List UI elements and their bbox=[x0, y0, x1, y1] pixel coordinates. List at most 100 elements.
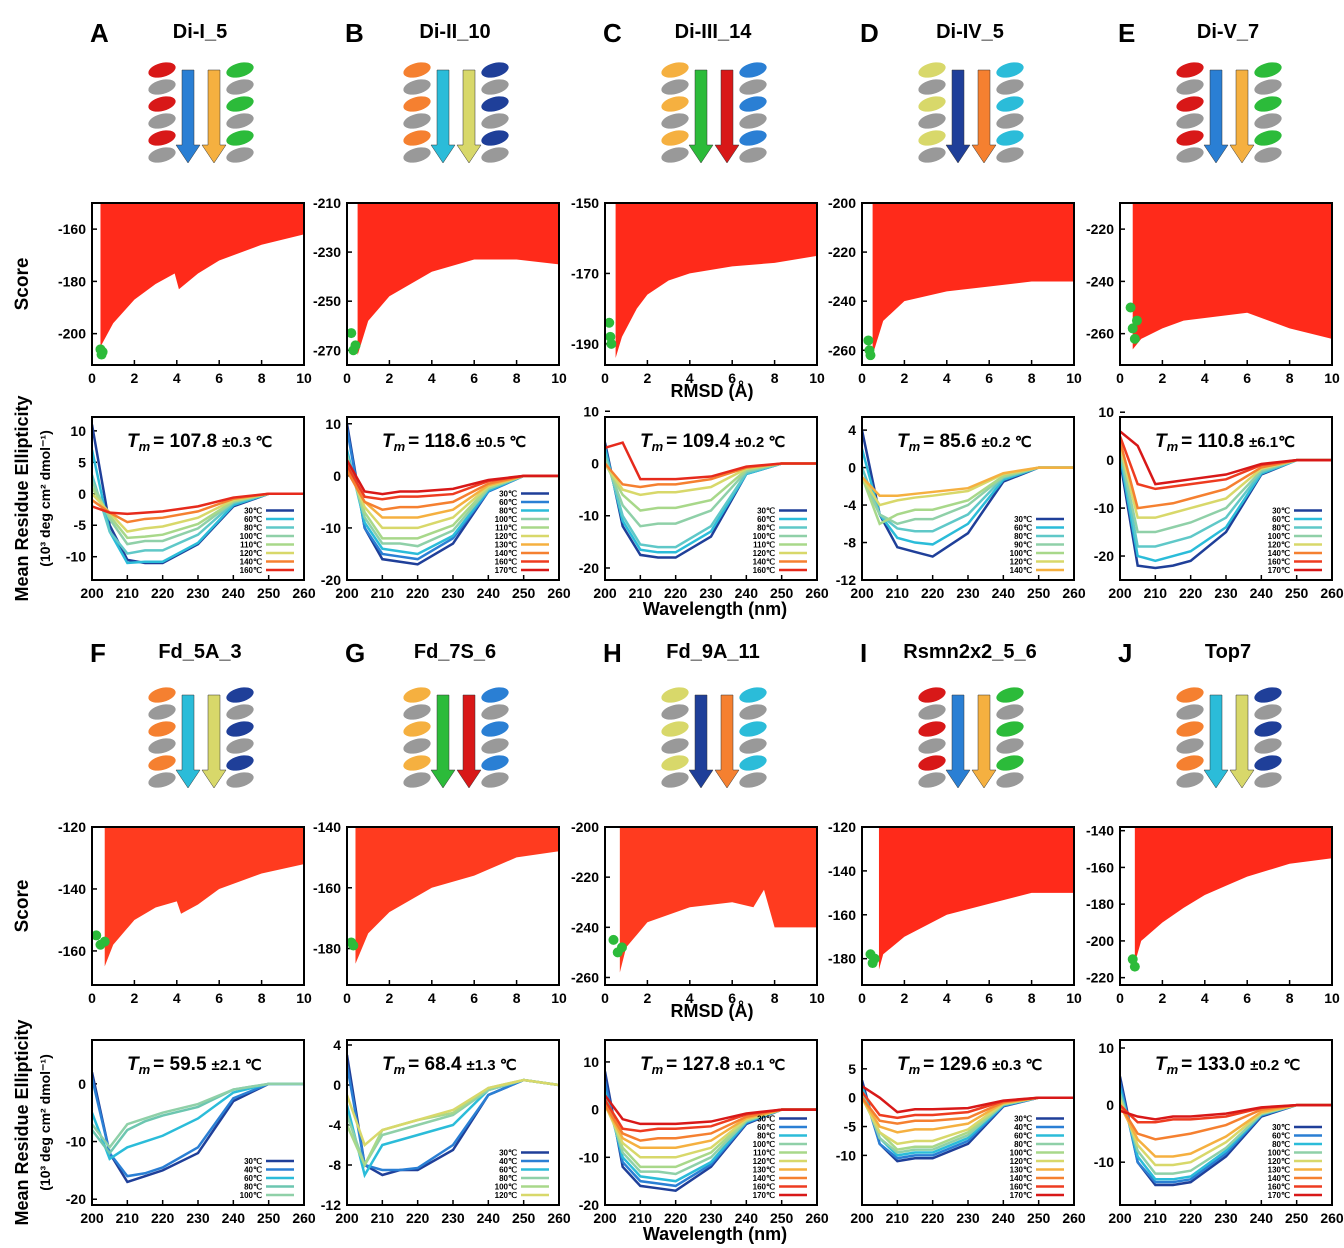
helix-turn bbox=[739, 62, 767, 78]
legend-label: 140℃ bbox=[1268, 549, 1290, 558]
x-tick-label: 230 bbox=[699, 585, 723, 601]
x-tick-label: 230 bbox=[956, 585, 980, 601]
native-point bbox=[865, 350, 876, 361]
tm-error: ±0.1 ℃ bbox=[735, 1057, 785, 1074]
panel-title: Di-II_10 bbox=[419, 21, 490, 43]
legend-label: 160℃ bbox=[1268, 558, 1290, 567]
y-tick-label: 4 bbox=[333, 1037, 341, 1053]
y-axis-label: Score bbox=[12, 258, 33, 311]
x-tick-label: 220 bbox=[406, 1210, 430, 1226]
native-point bbox=[99, 936, 110, 947]
x-tick-label: 6 bbox=[215, 990, 223, 1006]
x-tick-label: 8 bbox=[1028, 990, 1036, 1006]
decoy-cloud bbox=[878, 827, 1074, 970]
y-tick-label: -160 bbox=[313, 880, 341, 896]
tm-symbol: T bbox=[897, 431, 910, 452]
tm-error: ±0.2 ℃ bbox=[735, 434, 785, 451]
helix-turn bbox=[226, 147, 254, 163]
legend-label: 140℃ bbox=[1010, 566, 1032, 575]
x-axis-label: RMSD (Å) bbox=[671, 1001, 754, 1021]
x-tick-label: 230 bbox=[699, 1210, 723, 1226]
y-tick-label: -180 bbox=[313, 941, 341, 957]
x-tick-label: 0 bbox=[343, 990, 351, 1006]
tm-error: ±0.2 ℃ bbox=[982, 434, 1032, 451]
helix-turn bbox=[661, 687, 689, 703]
y-tick-label: -4 bbox=[329, 1117, 342, 1133]
x-tick-label: 220 bbox=[151, 585, 175, 601]
x-tick-label: 2 bbox=[644, 370, 652, 386]
x-tick-label: 200 bbox=[593, 585, 617, 601]
native-point bbox=[1129, 961, 1140, 972]
y-tick-label: 10 bbox=[583, 403, 599, 419]
tm-value: = 127.8 bbox=[666, 1054, 730, 1075]
y-tick-label: -220 bbox=[1086, 221, 1114, 237]
helix-turn bbox=[148, 96, 176, 112]
legend-label: 140℃ bbox=[240, 558, 262, 567]
tm-value: = 59.5 bbox=[153, 1054, 207, 1075]
legend-label: 30℃ bbox=[1272, 1123, 1290, 1132]
helix-turn bbox=[1176, 113, 1204, 129]
legend-label: 100℃ bbox=[1010, 1149, 1032, 1158]
helix-turn bbox=[739, 79, 767, 95]
x-axis-label: Wavelength (nm) bbox=[643, 599, 787, 619]
helix-turn bbox=[226, 721, 254, 737]
legend-label: 130℃ bbox=[495, 541, 517, 550]
x-tick-label: 230 bbox=[186, 1210, 210, 1226]
x-tick-label: 260 bbox=[1320, 585, 1344, 601]
tm-error: ±1.3 ℃ bbox=[467, 1057, 517, 1074]
y-tick-label: -12 bbox=[321, 1197, 341, 1213]
y-tick-label: -5 bbox=[74, 517, 87, 533]
cd-curve bbox=[605, 462, 817, 489]
legend-label: 80℃ bbox=[1014, 1140, 1032, 1149]
tm-value: = 133.0 bbox=[1181, 1054, 1245, 1075]
x-tick-label: 2 bbox=[386, 370, 394, 386]
helix-turn bbox=[481, 62, 509, 78]
tm-symbol: T bbox=[127, 1054, 140, 1075]
tm-error: ±2.1 ℃ bbox=[212, 1057, 262, 1074]
helix-turn bbox=[918, 772, 946, 788]
cd-curve bbox=[347, 1078, 559, 1148]
x-tick-label: 200 bbox=[80, 1210, 104, 1226]
beta-strand bbox=[1229, 69, 1255, 164]
y-tick-label: -240 bbox=[828, 293, 856, 309]
tm-annotation: Tm = 129.6 ±0.3 ℃ bbox=[897, 1054, 1042, 1077]
y-tick-label: -200 bbox=[58, 326, 86, 342]
legend-label: 120℃ bbox=[1268, 541, 1290, 550]
helix-turn bbox=[481, 113, 509, 129]
panel-label: B bbox=[345, 18, 364, 48]
y-tick-label: -260 bbox=[1086, 326, 1114, 342]
x-tick-label: 210 bbox=[629, 585, 653, 601]
legend-label: 100℃ bbox=[753, 532, 775, 541]
decoy-cloud bbox=[357, 203, 559, 356]
x-tick-label: 10 bbox=[1066, 370, 1082, 386]
beta-strand bbox=[201, 69, 227, 164]
x-tick-label: 8 bbox=[258, 370, 266, 386]
x-tick-label: 10 bbox=[1066, 990, 1082, 1006]
tm-annotation: Tm = 59.5 ±2.1 ℃ bbox=[127, 1054, 262, 1077]
x-tick-label: 0 bbox=[1116, 370, 1124, 386]
plot-area bbox=[1120, 1076, 1332, 1187]
tm-error: ±0.2 ℃ bbox=[1250, 1057, 1300, 1074]
x-tick-label: 210 bbox=[116, 1210, 140, 1226]
helix-turn bbox=[661, 755, 689, 771]
x-tick-label: 0 bbox=[1116, 990, 1124, 1006]
helix-turn bbox=[481, 130, 509, 146]
panel-label: E bbox=[1118, 18, 1135, 48]
helix-turn bbox=[739, 704, 767, 720]
x-tick-label: 240 bbox=[992, 1210, 1016, 1226]
protein-cartoon bbox=[661, 687, 767, 789]
y-tick-label: -200 bbox=[828, 195, 856, 211]
legend-label: 160℃ bbox=[495, 558, 517, 567]
protein-cartoon bbox=[403, 62, 509, 164]
y-tick-label: -160 bbox=[58, 221, 86, 237]
tm-subscript: m bbox=[1167, 1062, 1179, 1077]
native-point bbox=[608, 934, 619, 945]
x-tick-label: 0 bbox=[858, 370, 866, 386]
cd-curve bbox=[92, 492, 304, 516]
tm-symbol: T bbox=[1155, 1054, 1168, 1075]
y-tick-label: -140 bbox=[1086, 823, 1114, 839]
tm-subscript: m bbox=[652, 439, 664, 454]
legend-label: 80℃ bbox=[1014, 532, 1032, 541]
beta-strand bbox=[714, 694, 740, 789]
helix-turn bbox=[148, 755, 176, 771]
